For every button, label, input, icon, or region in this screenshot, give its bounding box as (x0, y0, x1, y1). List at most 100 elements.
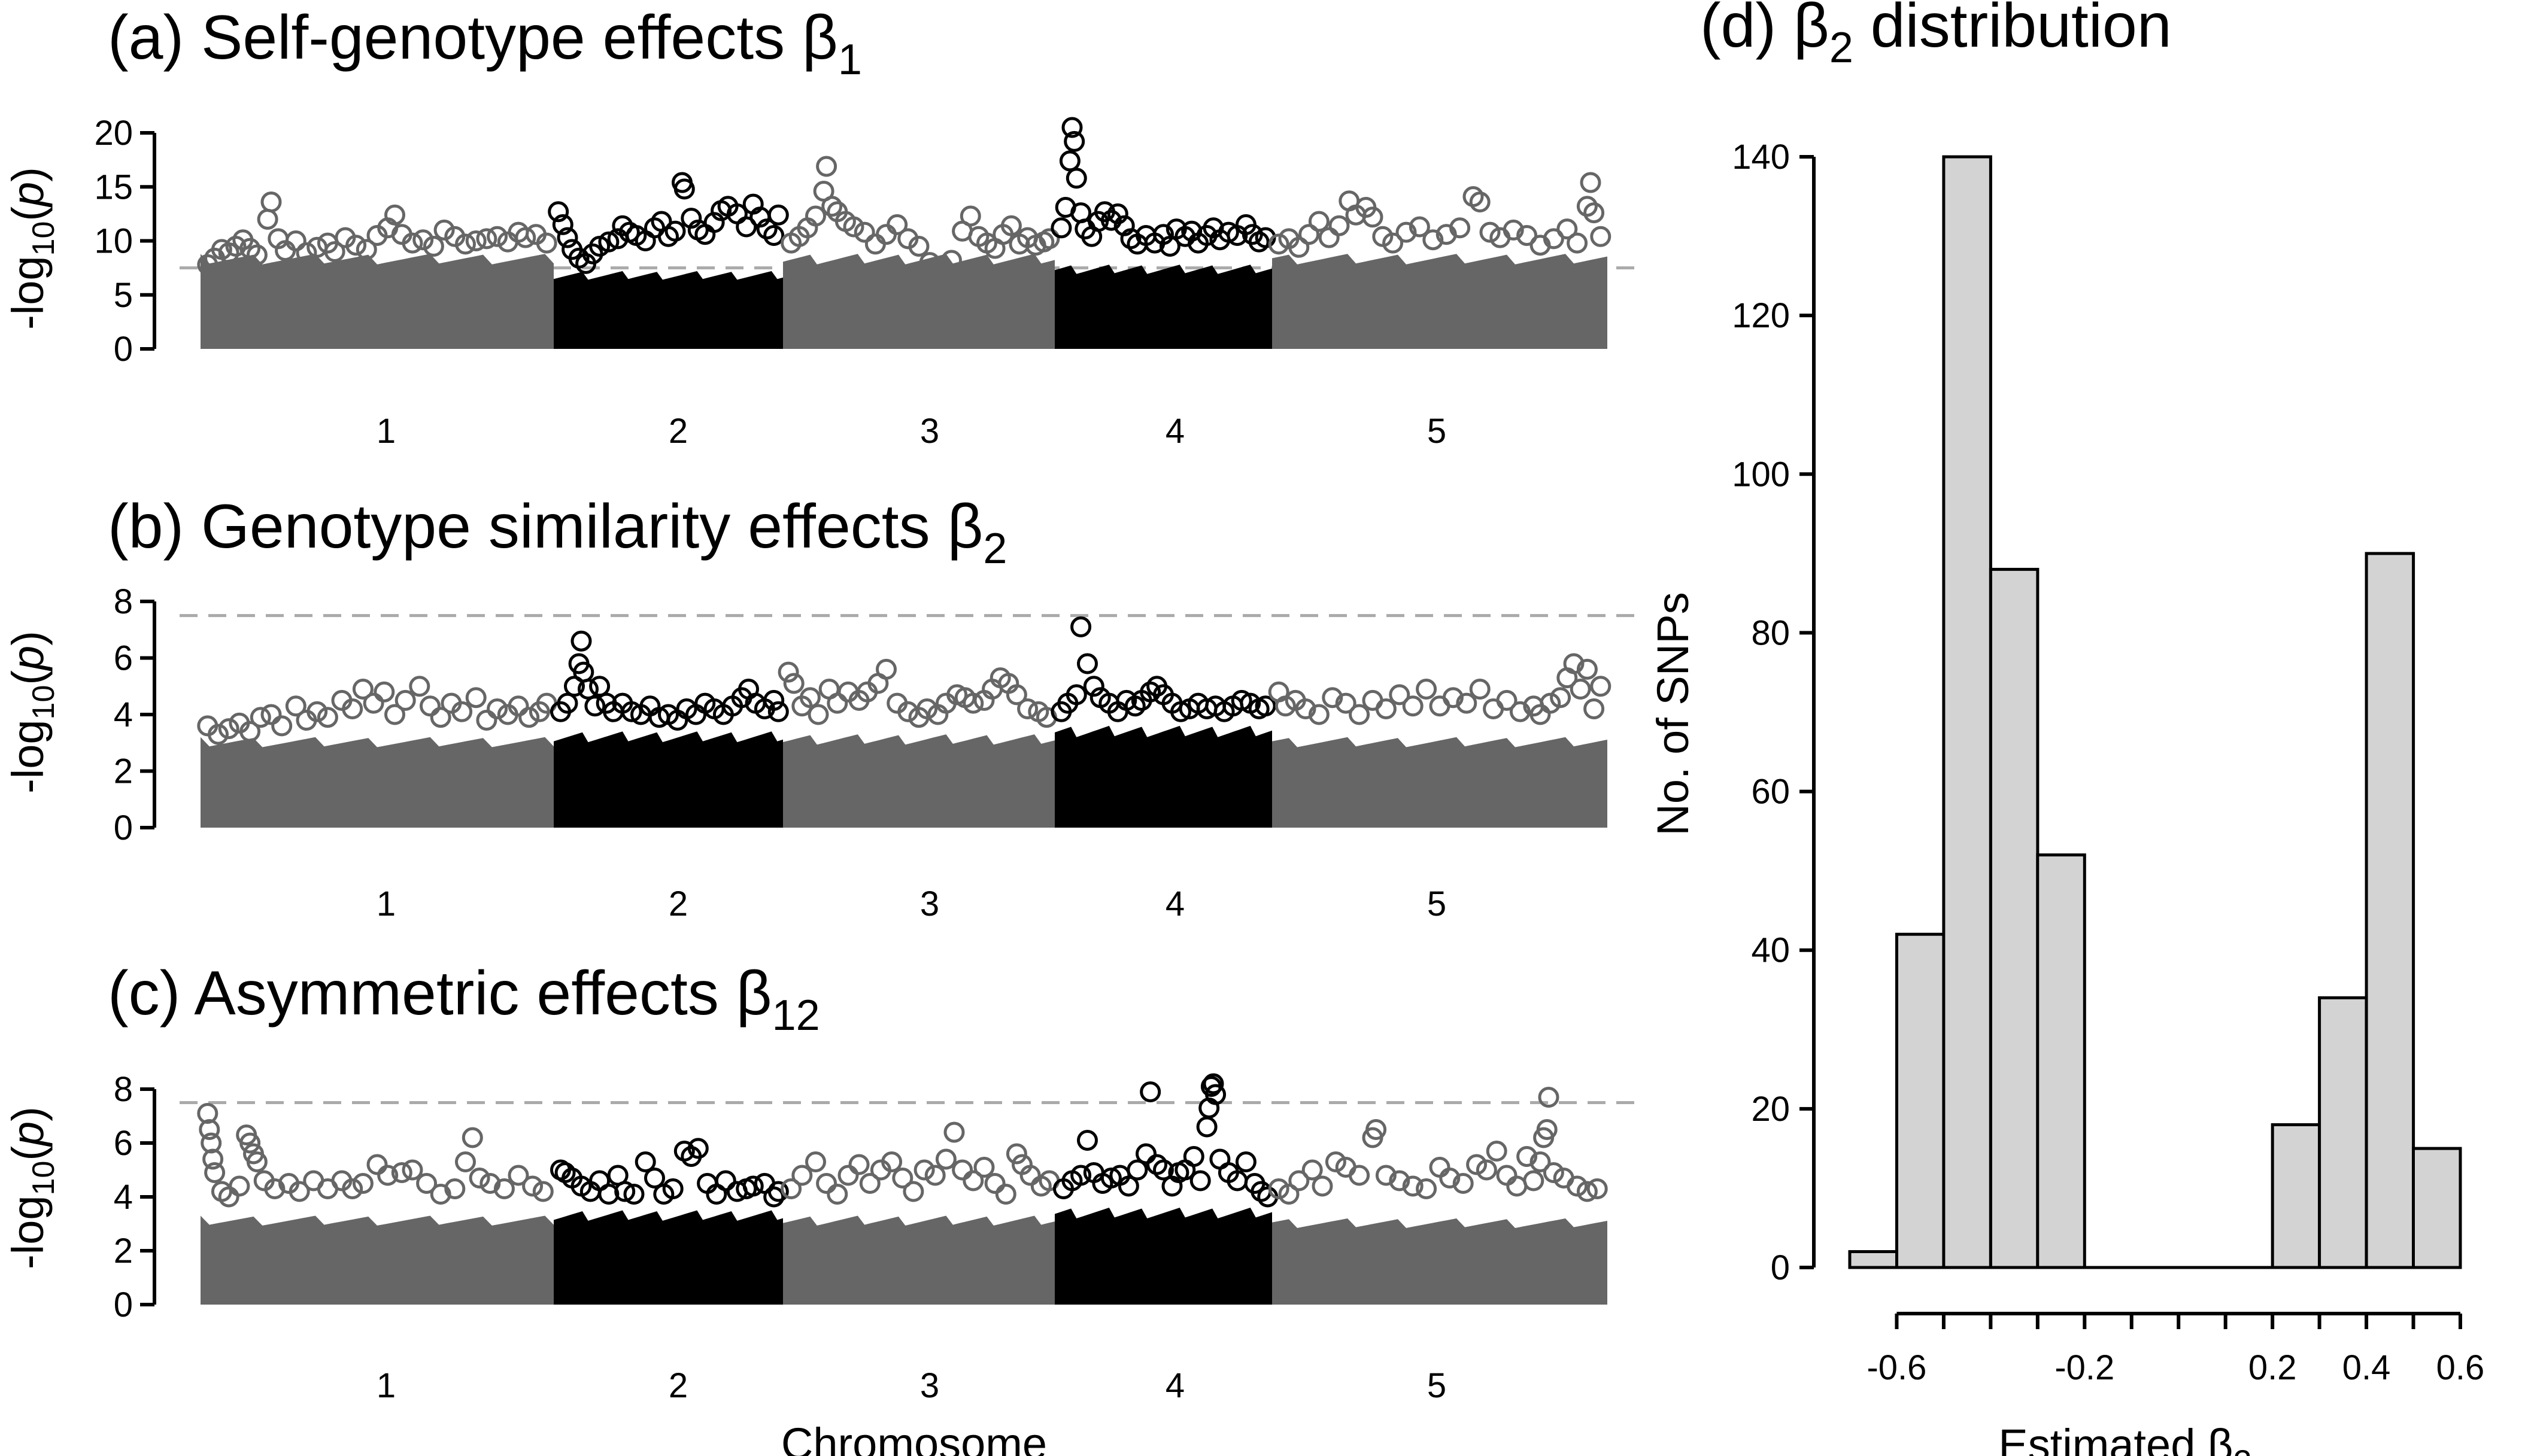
panel-a-point (548, 201, 569, 223)
panel-c-point (816, 1173, 837, 1194)
panel-b-point (1362, 689, 1383, 711)
panel-b-point (1140, 681, 1161, 703)
panel-c-point (1529, 1151, 1551, 1172)
panel-a-xtick-label: 4 (1166, 412, 1185, 451)
panel-d-ytick-label: 20 (1751, 1090, 1790, 1129)
panel-b-xtick-label: 3 (920, 884, 939, 923)
panel-a-point (864, 233, 886, 255)
panel-a-point (1516, 225, 1538, 246)
panel-c-point (913, 1159, 935, 1181)
panel-b-point (1483, 698, 1504, 719)
panel-a-xtick-label: 5 (1427, 412, 1446, 451)
panel-c-point (848, 1154, 870, 1175)
panel-a-point (664, 220, 686, 242)
panel-c-ytick-label: 2 (114, 1232, 133, 1270)
panel-b-point (827, 692, 848, 714)
panel-a-point (919, 252, 940, 273)
panel-c-point (508, 1165, 529, 1186)
panel-a-point (1308, 211, 1330, 232)
panel-c-point (264, 1178, 286, 1199)
panel-c-point (892, 1168, 913, 1188)
panel-c-point (1349, 1165, 1370, 1186)
panel-a-point (552, 214, 573, 235)
panel-c-point (366, 1154, 388, 1175)
panel-c-point (943, 1121, 965, 1143)
panel-c-point (1203, 1073, 1224, 1095)
panel-c-point (1127, 1159, 1148, 1181)
panel-b-point (584, 695, 606, 717)
panel-c-point (1077, 1130, 1098, 1151)
panel-c-point (1205, 1084, 1227, 1105)
panel-a-point (673, 178, 695, 200)
panel-a-point (1590, 226, 1611, 247)
panel-d: (d) β2 distribution No. of SNPs 0 20 40 60 8… (1648, 0, 2484, 1456)
panel-c-point (246, 1151, 268, 1172)
panel-c-point (1538, 1087, 1559, 1108)
panel-a-point (1543, 228, 1564, 250)
panel-c-title: (c) Asymmetric effects β12 (108, 959, 820, 1039)
panel-c-point (1136, 1143, 1157, 1165)
panel-d-xtick-label: 0.6 (2436, 1348, 2485, 1387)
panel-b-point (508, 695, 529, 717)
panel-a-point (1107, 203, 1128, 224)
panel-a-point (324, 241, 345, 262)
panel-c-point (1429, 1157, 1450, 1178)
panel-a-point (1268, 233, 1289, 255)
panel-a-yaxis: 0 5 10 15 20 (94, 114, 156, 369)
panel-c-point (462, 1127, 483, 1148)
panel-c-point (469, 1168, 490, 1188)
panel-c-point (1365, 1119, 1387, 1140)
panel-c-point (1452, 1173, 1474, 1194)
panel-c-point (859, 1173, 881, 1194)
panel-a-point (306, 236, 328, 258)
panel-a-xtick-label: 2 (669, 412, 688, 451)
panel-b-point (783, 673, 805, 694)
panel-c-point (1268, 1178, 1289, 1199)
panel-d-bar (2365, 552, 2415, 1269)
panel-a-xtick-label: 1 (377, 412, 396, 451)
panel-c-point (197, 1103, 218, 1124)
panel-a-point (1583, 202, 1605, 224)
panel-a-point (767, 204, 789, 226)
panel-c-point (1496, 1165, 1518, 1186)
panel-c-point (402, 1159, 423, 1181)
panel-b-xtick-label: 5 (1427, 884, 1446, 923)
panel-c-point (199, 1119, 220, 1140)
panel-a-point (476, 228, 497, 250)
panel-a-point (257, 208, 278, 230)
panel-d-bar (1848, 1250, 1898, 1269)
panel-a-point (356, 239, 377, 260)
panel-c-point (377, 1165, 399, 1186)
panel-b-point (384, 704, 405, 725)
panel-b-ytick-label: 8 (114, 582, 133, 621)
panel-c-point (1486, 1141, 1507, 1162)
panel-b-point (451, 701, 473, 722)
panel-c-point (532, 1181, 554, 1202)
panel-b-ytick-label: 0 (114, 808, 133, 847)
panel-b-point (767, 701, 789, 722)
panel-a-chr3-band (783, 254, 1055, 349)
panel-d-xtick-label: 0.4 (2342, 1348, 2391, 1387)
panel-c-ylabel: -log10(p) (3, 1107, 61, 1269)
panel-c-chr1-band (201, 1215, 554, 1305)
panel-c-point (995, 1184, 1016, 1205)
panel-a-point (843, 216, 864, 238)
panel-d-ytick-label: 80 (1751, 613, 1790, 652)
panel-a-point (239, 238, 261, 259)
panel-a-point (960, 205, 981, 227)
panel-a-point (598, 231, 620, 253)
panel-c-point (952, 1159, 973, 1181)
panel-b-ytick-label: 2 (114, 752, 133, 791)
panel-a-xticks: 1 2 3 4 5 (377, 412, 1446, 451)
panel-c-point (881, 1151, 903, 1172)
panel-a-point (1000, 215, 1022, 236)
panel-c-point (791, 1165, 813, 1186)
panel-b-point (1496, 689, 1518, 711)
panel-b-point (1389, 684, 1410, 706)
panel-a-point (1409, 216, 1430, 238)
panel-b-point (1335, 692, 1356, 714)
panel-a-title: (a) Self-genotype effects β1 (108, 3, 862, 84)
panel-a-point (412, 229, 434, 251)
panel-a-point (930, 256, 951, 278)
panel-b-point (578, 679, 599, 700)
